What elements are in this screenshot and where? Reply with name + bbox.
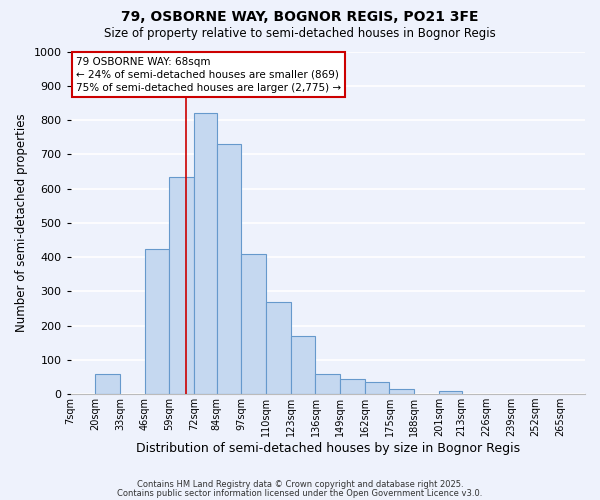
Text: Contains public sector information licensed under the Open Government Licence v3: Contains public sector information licen… (118, 488, 482, 498)
Bar (340, 378, 365, 394)
Bar (145, 248, 169, 394)
Bar (241, 254, 266, 394)
Bar (439, 390, 461, 394)
Bar (194, 113, 217, 394)
Bar (266, 302, 291, 394)
Text: 79 OSBORNE WAY: 68sqm
← 24% of semi-detached houses are smaller (869)
75% of sem: 79 OSBORNE WAY: 68sqm ← 24% of semi-deta… (76, 56, 341, 93)
Bar (389, 389, 414, 394)
Text: Contains HM Land Registry data © Crown copyright and database right 2025.: Contains HM Land Registry data © Crown c… (137, 480, 463, 489)
Text: 79, OSBORNE WAY, BOGNOR REGIS, PO21 3FE: 79, OSBORNE WAY, BOGNOR REGIS, PO21 3FE (121, 10, 479, 24)
Bar (169, 176, 194, 394)
Bar (291, 336, 316, 394)
Text: Size of property relative to semi-detached houses in Bognor Regis: Size of property relative to semi-detach… (104, 28, 496, 40)
X-axis label: Distribution of semi-detached houses by size in Bognor Regis: Distribution of semi-detached houses by … (136, 442, 520, 455)
Y-axis label: Number of semi-detached properties: Number of semi-detached properties (15, 114, 28, 332)
Bar (95, 374, 120, 394)
Bar (316, 374, 340, 394)
Bar (365, 382, 389, 394)
Bar (217, 144, 241, 394)
